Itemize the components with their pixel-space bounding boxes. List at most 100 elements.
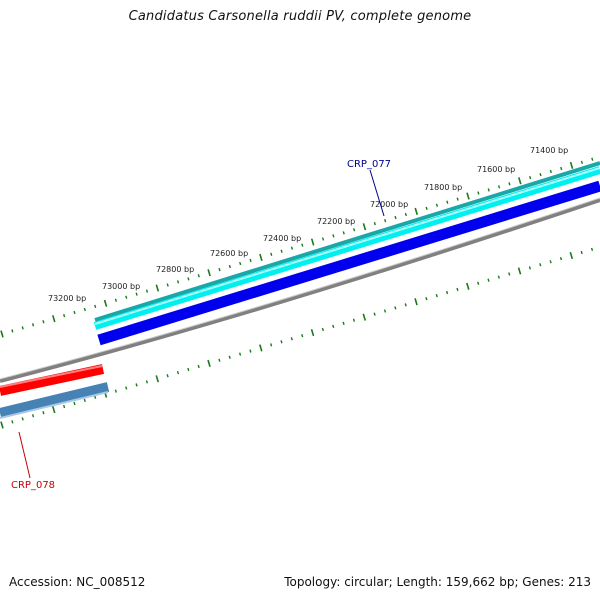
ruler-tick-inner (435, 293, 438, 298)
ruler-tick-inner (290, 337, 293, 341)
length-value: 159,662 bp (445, 575, 515, 589)
gene-crp-078-label[interactable]: CRP_078 (11, 480, 55, 491)
gene-crp-077-outer-band (94, 161, 600, 322)
ruler-tick-inner (466, 282, 470, 290)
topology-value: circular (344, 575, 389, 589)
ruler-label: 72000 bp (370, 200, 408, 209)
gene-crp-077-cyan-highlight (94, 167, 600, 325)
ruler-tick-outer (207, 269, 211, 277)
ruler-tick-outer (569, 161, 574, 169)
gene-crp-078-red-band (0, 364, 105, 396)
ruler-tick-inner (477, 281, 480, 285)
ruler-tick-inner (145, 380, 149, 384)
ruler-tick-inner (487, 278, 490, 282)
ruler-tick-inner (259, 344, 263, 352)
ruler-tick-outer (321, 237, 325, 241)
ruler-tick-outer (166, 283, 169, 287)
ruler-tick-outer (176, 280, 180, 284)
ruler-tick-outer (539, 172, 542, 177)
ruler-tick-outer (290, 246, 294, 250)
ruler-tick-outer (31, 323, 35, 327)
ruler-tick-inner (31, 414, 35, 418)
ruler-tick-inner (166, 374, 169, 378)
ruler-tick-inner (135, 383, 138, 387)
ruler-tick-inner (362, 313, 367, 321)
ruler-tick-outer (52, 315, 56, 323)
map-title: Candidatus Carsonella ruddii PV, complet… (128, 9, 472, 24)
ruler-tick-inner (528, 266, 532, 270)
genome-backbone-highlight (0, 197, 600, 380)
ruler-tick-inner (321, 327, 324, 332)
ruler-tick-inner (114, 389, 117, 393)
ruler-tick-inner (280, 340, 283, 344)
ruler-tick-inner (197, 364, 200, 369)
ruler-tick-outer (0, 330, 4, 338)
ruler-tick-outer (103, 299, 108, 307)
ruler-tick-inner (373, 312, 376, 316)
ruler-tick-outer (529, 176, 532, 180)
ruler-tick-outer (404, 212, 407, 217)
gene-crp-077-feature[interactable] (93, 161, 600, 346)
ruler-tick-outer (145, 289, 149, 293)
ruler-tick-inner (497, 275, 500, 279)
ruler-tick-outer (384, 218, 387, 223)
ruler-tick-outer (580, 160, 584, 164)
gene-crp-077-label[interactable]: CRP_077 (347, 159, 391, 170)
ruler-tick-inner (517, 267, 522, 275)
ruler-tick-outer (591, 157, 594, 161)
ruler-tick-inner (580, 250, 583, 255)
ruler-tick-inner (125, 386, 128, 390)
gene-crp-078-red-highlight (0, 365, 103, 388)
gene-crp-078-feature[interactable] (0, 364, 110, 419)
ruler-tick-inner (0, 421, 4, 429)
ruler-tick-inner (590, 247, 594, 252)
ruler-tick-outer (114, 298, 118, 302)
ruler-tick-inner (332, 324, 335, 329)
ruler-tick-outer (497, 185, 501, 189)
ruler-tick-inner (404, 303, 407, 307)
ruler-tick-inner (238, 352, 242, 356)
ruler-tick-outer (310, 238, 315, 246)
ruler-tick-outer (362, 223, 367, 231)
ruler-label: 73000 bp (102, 282, 140, 291)
ruler-tick-outer (11, 329, 14, 333)
ruler-tick-inner (342, 321, 345, 325)
ruler-tick-inner (539, 263, 542, 267)
genes-value: 213 (568, 575, 591, 589)
ruler-tick-inner (414, 298, 418, 306)
ruler-tick-inner (301, 334, 304, 338)
ruler-tick-outer (197, 274, 200, 278)
ruler-tick-outer (280, 249, 283, 253)
ruler-tick-outer (508, 182, 511, 186)
ruler-tick-inner (228, 355, 231, 359)
ruler-label: 72200 bp (317, 217, 355, 226)
ruler-tick-inner (559, 256, 563, 261)
ruler-tick-outer (249, 258, 252, 263)
ruler-ticks-outer (0, 157, 594, 338)
ruler-tick-inner (352, 318, 356, 322)
gene-crp-078-steel-highlight (0, 391, 109, 419)
ruler-tick-inner (155, 375, 160, 383)
ruler-tick-inner (207, 359, 211, 367)
topology-label: Topology: (284, 575, 341, 589)
ruler-tick-outer (228, 264, 231, 269)
ruler-tick-inner (218, 358, 221, 362)
length-label: Length: (396, 575, 442, 589)
ruler-tick-inner (446, 290, 449, 295)
ruler-tick-outer (353, 228, 356, 232)
ruler-tick-outer (560, 166, 563, 171)
ruler-tick-outer (259, 253, 263, 261)
ruler-tick-outer (94, 304, 97, 309)
ruler-tick-inner (42, 411, 45, 415)
accession-label: Accession: (9, 575, 73, 589)
ruler-label: 72600 bp (210, 249, 248, 258)
ruler-tick-inner (73, 401, 76, 406)
ruler-label: 71600 bp (477, 165, 515, 174)
ruler-tick-outer (487, 188, 490, 192)
ruler-tick-inner (425, 297, 428, 301)
ruler-tick-inner (249, 349, 252, 353)
ruler-tick-outer (73, 310, 76, 315)
ruler-label: 71400 bp (530, 146, 568, 155)
footer-accession: Accession: NC_008512 (9, 575, 145, 589)
